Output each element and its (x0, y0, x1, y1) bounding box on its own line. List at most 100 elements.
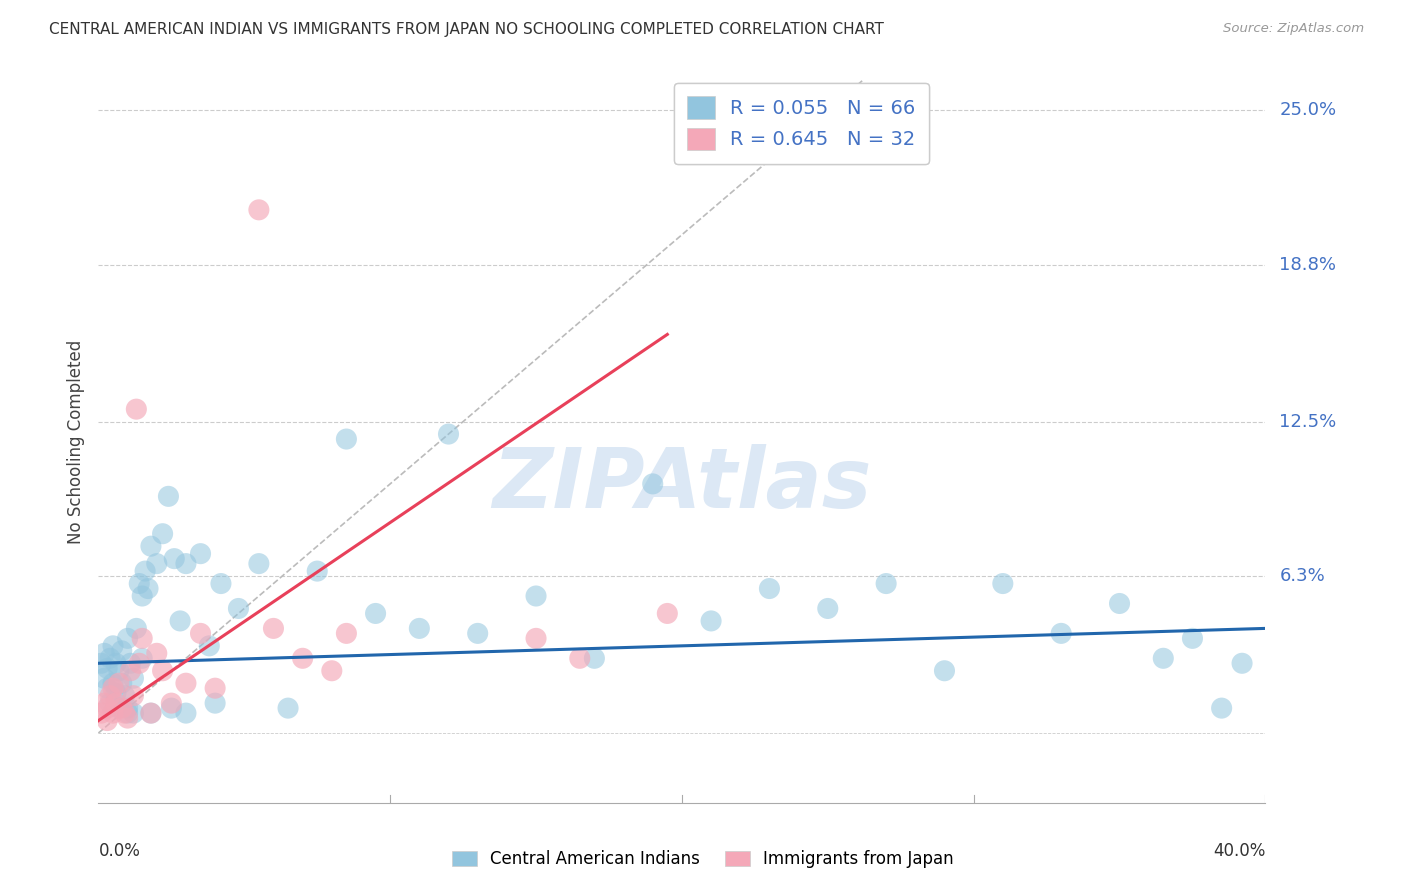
Point (128, 657, 150, 671)
Point (96, 681, 118, 696)
Text: 25.0%: 25.0% (1279, 101, 1337, 120)
Point (117, 701, 139, 715)
Point (817, 601, 839, 615)
Point (875, 576, 897, 591)
Point (174, 676, 197, 690)
Text: 12.5%: 12.5% (1279, 413, 1337, 431)
Point (111, 676, 134, 690)
Point (146, 646, 169, 660)
Point (131, 632, 153, 646)
Point (190, 626, 212, 640)
Point (98, 689, 121, 703)
Point (152, 664, 174, 678)
Point (108, 701, 131, 715)
Point (157, 489, 180, 503)
Point (335, 432, 357, 446)
Point (174, 706, 197, 720)
Point (321, 664, 343, 678)
Point (204, 681, 226, 696)
Point (131, 589, 153, 603)
Point (1181, 632, 1204, 646)
Point (108, 664, 131, 678)
Point (291, 651, 314, 665)
Point (583, 651, 606, 665)
Point (136, 582, 159, 596)
Point (152, 526, 174, 541)
Point (247, 202, 270, 217)
Point (1108, 597, 1130, 611)
Point (120, 657, 142, 671)
Point (117, 632, 139, 646)
Point (90, 706, 112, 720)
Text: CENTRAL AMERICAN INDIAN VS IMMIGRANTS FROM JAPAN NO SCHOOLING COMPLETED CORRELAT: CENTRAL AMERICAN INDIAN VS IMMIGRANTS FR… (49, 22, 884, 37)
Point (1152, 651, 1174, 665)
Point (408, 621, 430, 635)
Point (128, 576, 150, 591)
Point (114, 689, 136, 703)
Point (122, 706, 145, 720)
Point (98, 696, 121, 710)
Point (120, 664, 142, 678)
Point (1050, 626, 1073, 640)
Point (96, 714, 118, 728)
Point (90, 657, 112, 671)
Point (117, 711, 139, 725)
Point (190, 547, 212, 561)
Point (104, 657, 127, 671)
Point (104, 686, 127, 700)
Point (101, 681, 124, 696)
Point (641, 476, 664, 491)
Point (1211, 701, 1233, 715)
Point (139, 706, 162, 720)
Point (209, 576, 232, 591)
Point (96, 661, 118, 675)
Text: Source: ZipAtlas.com: Source: ZipAtlas.com (1223, 22, 1364, 36)
Text: 18.8%: 18.8% (1279, 256, 1336, 274)
Point (524, 632, 547, 646)
Point (437, 427, 460, 442)
Point (93, 671, 115, 685)
Point (160, 701, 183, 715)
Point (277, 701, 299, 715)
Point (111, 644, 134, 658)
Legend: R = 0.055   N = 66, R = 0.645   N = 32: R = 0.055 N = 66, R = 0.645 N = 32 (673, 83, 929, 163)
Point (335, 626, 357, 640)
Point (125, 621, 148, 635)
Point (700, 614, 723, 628)
Point (93, 696, 115, 710)
Point (134, 564, 156, 578)
Point (174, 557, 197, 571)
Point (122, 671, 145, 685)
Point (96, 701, 118, 715)
Point (101, 706, 124, 720)
Point (139, 539, 162, 553)
Point (934, 664, 956, 678)
Point (104, 696, 127, 710)
Point (169, 614, 191, 628)
Point (139, 706, 162, 720)
Point (364, 607, 387, 621)
Point (1230, 657, 1253, 671)
Point (163, 551, 186, 566)
Text: 0.0%: 0.0% (98, 842, 141, 860)
Point (262, 621, 284, 635)
Legend: Central American Indians, Immigrants from Japan: Central American Indians, Immigrants fro… (446, 844, 960, 875)
Point (991, 576, 1014, 591)
Point (657, 607, 679, 621)
Point (247, 557, 270, 571)
Point (307, 564, 329, 578)
Point (101, 639, 124, 653)
Point (131, 651, 153, 665)
Point (160, 696, 183, 710)
Point (98, 651, 121, 665)
Point (228, 601, 250, 615)
Point (125, 402, 148, 417)
Point (114, 706, 136, 720)
Point (122, 689, 145, 703)
Point (146, 557, 169, 571)
Point (204, 696, 226, 710)
Text: ZIPAtlas: ZIPAtlas (492, 444, 872, 525)
Text: 40.0%: 40.0% (1213, 842, 1265, 860)
Point (467, 626, 489, 640)
Text: 6.3%: 6.3% (1279, 567, 1324, 585)
